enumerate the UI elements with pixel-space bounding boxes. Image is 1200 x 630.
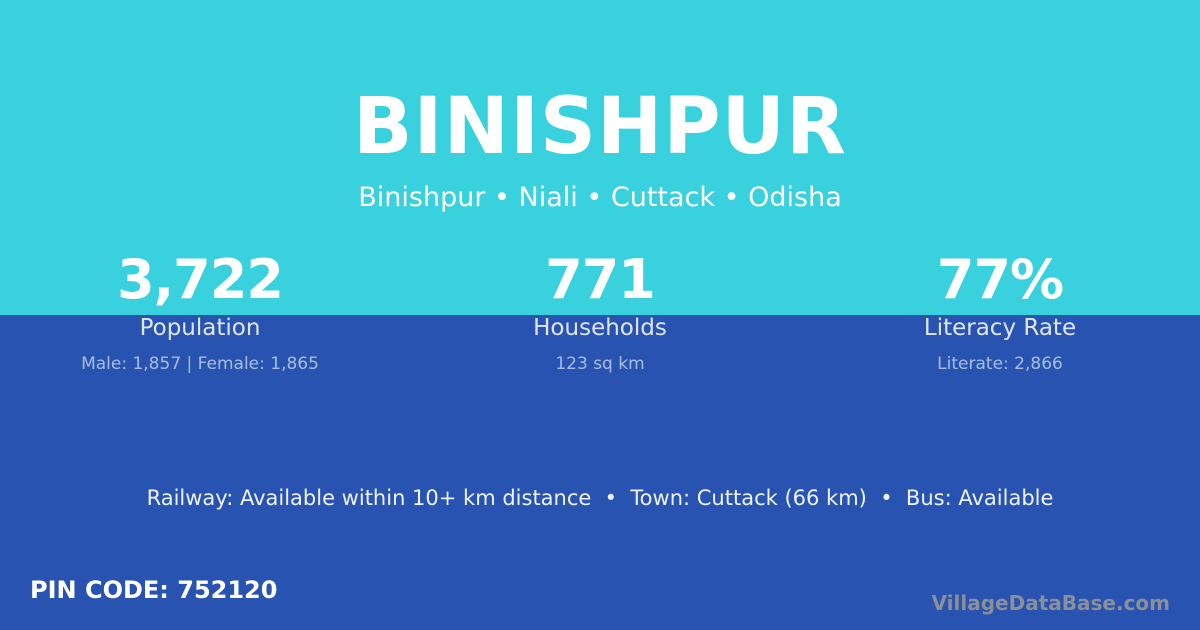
literacy-label: Literacy Rate: [923, 315, 1077, 341]
brand-watermark: VillageDataBase.com: [931, 591, 1170, 615]
literacy-value: 77%: [936, 248, 1064, 311]
location-breadcrumb: Binishpur • Niali • Cuttack • Odisha: [358, 182, 842, 213]
population-label: Population: [139, 315, 261, 341]
body-band: [0, 315, 1200, 630]
population-value: 3,722: [117, 248, 284, 311]
households-label: Households: [533, 315, 667, 341]
households-detail: 123 sq km: [555, 354, 645, 374]
header-band: [0, 0, 1200, 315]
village-title: BINISHPUR: [353, 82, 847, 172]
connectivity-info: Railway: Available within 10+ km distanc…: [146, 486, 1054, 510]
households-value: 771: [545, 248, 656, 311]
literacy-detail: Literate: 2,866: [937, 354, 1063, 374]
population-detail: Male: 1,857 | Female: 1,865: [81, 354, 319, 374]
pin-code: PIN CODE: 752120: [30, 576, 278, 604]
